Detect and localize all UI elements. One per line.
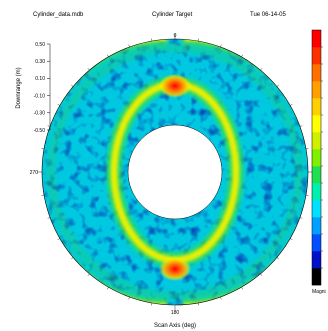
colorbar-swatch (312, 183, 321, 201)
downrange-tick-label: 0.50 (35, 42, 45, 48)
angle-tick-0: 0 (174, 33, 177, 39)
angle-tick-mark (299, 125, 303, 127)
angle-tick-mark (128, 44, 130, 48)
angle-tick-mark (71, 257, 74, 260)
colorbar-swatch (312, 268, 321, 286)
angle-tick-mark (260, 68, 263, 71)
angle-tick-mark (276, 84, 279, 87)
angle-tick-mark (128, 296, 130, 300)
colorbar-swatch (312, 251, 321, 269)
date-label: Tue 06-14-05 (250, 12, 286, 18)
scan-axis-label: Scan Axis (deg) (154, 323, 196, 329)
downrange-tick-label: -0.30 (34, 111, 46, 117)
angle-tick-mark (47, 217, 51, 219)
angle-tick-mark (290, 104, 293, 106)
downrange-ticks: 0.50 0.30 0.10 -0.10 -0.30 -0.50 (34, 42, 50, 134)
angle-tick-mark (57, 104, 60, 106)
chart-title: Cylinder Target (152, 12, 193, 18)
angle-tick-mark (241, 287, 243, 290)
angle-tick-mark (299, 217, 303, 219)
downrange-tick-label: 0.10 (35, 76, 45, 82)
angle-tick-mark (260, 273, 263, 276)
colorbar-label: Magni (312, 289, 326, 295)
angle-tick-mark (290, 238, 293, 240)
colorbar-swatch (312, 30, 321, 48)
colorbar-swatch (312, 115, 321, 133)
colorbar-swatch (312, 98, 321, 116)
angle-tick-mark (241, 54, 243, 57)
outer-band (48, 45, 302, 299)
downrange-tick-label: -0.10 (34, 93, 46, 99)
colorbar-frame (311, 29, 322, 286)
angle-tick-mark (47, 125, 51, 127)
colorbar-swatch (312, 64, 321, 82)
angle-tick-180: 180 (171, 310, 180, 316)
angle-ticks (37, 34, 313, 310)
colorbar-swatch (312, 166, 321, 184)
downrange-tick-label: -0.50 (34, 128, 46, 134)
hotspot-bottom (159, 257, 191, 281)
colorbar-swatch (312, 132, 321, 150)
angle-tick-mark (107, 54, 109, 57)
angle-tick-mark (57, 238, 60, 240)
angle-tick-mark (87, 273, 90, 276)
downrange-tick-label: 0.30 (35, 59, 45, 65)
colorbar-swatch (312, 234, 321, 252)
angle-tick-mark (220, 296, 222, 300)
colorbar-swatch (312, 149, 321, 167)
colorbar-swatch (312, 200, 321, 218)
color-scale-bar (311, 29, 323, 286)
colorbar-swatch (312, 217, 321, 235)
file-name-label: Cylinder_data.mdb (33, 12, 84, 18)
angle-tick-270: 270 (30, 170, 39, 176)
angle-tick-mark (220, 44, 222, 48)
angle-tick-mark (107, 287, 109, 290)
angle-tick-mark (276, 257, 279, 260)
hotspot-top (159, 74, 191, 98)
outer-left-arc (30, 35, 168, 309)
colorbar-swatch (312, 81, 321, 99)
downrange-axis-label: Downrange (m) (16, 67, 22, 108)
colorbar-swatch (312, 47, 321, 65)
inner-boundary (127, 124, 223, 220)
angle-tick-mark (71, 84, 74, 87)
angle-tick-mark (87, 68, 90, 71)
